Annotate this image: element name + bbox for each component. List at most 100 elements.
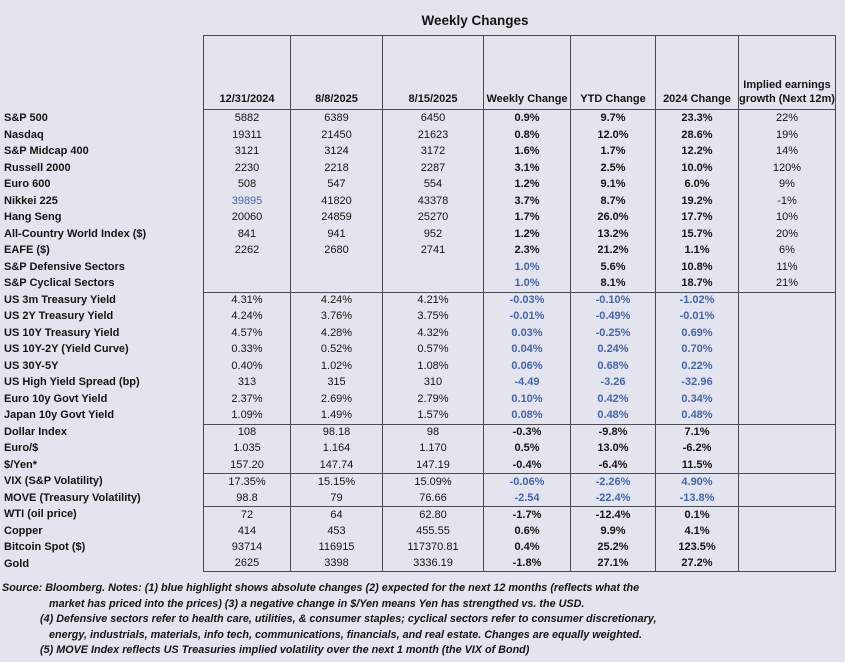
table-cell xyxy=(738,357,836,374)
table-cell: -0.4% xyxy=(483,456,570,473)
row-label: WTI (oil price) xyxy=(4,508,77,521)
table-cell: 0.52% xyxy=(290,341,382,358)
table-cell: 27.2% xyxy=(655,555,738,572)
row-label: Gold xyxy=(4,557,30,570)
table-cell: 554 xyxy=(382,176,483,193)
table-cell: 0.48% xyxy=(655,407,738,424)
row-label: US 30Y-5Y xyxy=(4,359,59,372)
table-cell: 8.7% xyxy=(570,192,655,209)
row-label: All-Country World Index ($) xyxy=(4,227,147,240)
table-cell: 10% xyxy=(738,209,836,226)
column-header: 2024 Change xyxy=(655,35,738,110)
table-cell: -0.03% xyxy=(483,291,570,308)
table-cell: 0.70% xyxy=(655,341,738,358)
table-cell: 9.9% xyxy=(570,522,655,539)
table-cell: 13.2% xyxy=(570,225,655,242)
table-cell: 0.22% xyxy=(655,357,738,374)
table-cell: 3336.19 xyxy=(382,555,483,572)
table-cell: 0.34% xyxy=(655,390,738,407)
table-cell: 4.32% xyxy=(382,324,483,341)
table-cell: 10.8% xyxy=(655,258,738,275)
column-header: YTD Change xyxy=(570,35,655,110)
table-cell: 72 xyxy=(203,506,290,523)
table-cell xyxy=(738,390,836,407)
table-cell: 0.8% xyxy=(483,126,570,143)
table-cell: 3.1% xyxy=(483,159,570,176)
table-cell: 0.24% xyxy=(570,341,655,358)
table-cell: 21.2% xyxy=(570,242,655,259)
corner-spacer xyxy=(0,35,203,110)
table-cell: 2.3% xyxy=(483,242,570,259)
table-cell: 1.170 xyxy=(382,440,483,457)
table-cell: 43378 xyxy=(382,192,483,209)
table-cell: 0.04% xyxy=(483,341,570,358)
table-cell: 4.90% xyxy=(655,473,738,490)
row-label: US 10Y Treasury Yield xyxy=(4,326,120,339)
row-label: Japan 10y Govt Yield xyxy=(4,409,115,422)
table-cell: 117370.81 xyxy=(382,539,483,556)
table-cell xyxy=(738,407,836,424)
table-cell: 123.5% xyxy=(655,539,738,556)
table-cell xyxy=(738,539,836,556)
table-cell: 6450 xyxy=(382,110,483,127)
table-cell: 4.21% xyxy=(382,291,483,308)
table-cell: 19% xyxy=(738,126,836,143)
table-cell: 453 xyxy=(290,522,382,539)
row-label: Copper xyxy=(4,524,43,537)
table-cell: -1.8% xyxy=(483,555,570,572)
table-cell: 22% xyxy=(738,110,836,127)
table-cell: 1.09% xyxy=(203,407,290,424)
row-label: Russell 2000 xyxy=(4,161,71,174)
table-cell: 17.7% xyxy=(655,209,738,226)
footnote-line: (5) MOVE Index reflects US Treasuries im… xyxy=(40,644,530,657)
row-label: $/Yen* xyxy=(4,458,38,471)
table-cell: 3121 xyxy=(203,143,290,160)
table-cell xyxy=(738,489,836,506)
table-cell: 1.6% xyxy=(483,143,570,160)
table-cell: -4.49 xyxy=(483,374,570,391)
table-cell: 1.2% xyxy=(483,176,570,193)
column-header: 12/31/2024 xyxy=(203,35,290,110)
table-cell: 98 xyxy=(382,423,483,440)
row-label: MOVE (Treasury Volatility) xyxy=(4,491,141,504)
table-cell: 10.0% xyxy=(655,159,738,176)
table-cell xyxy=(738,555,836,572)
row-label: Euro/$ xyxy=(4,442,39,455)
table-cell: 15.09% xyxy=(382,473,483,490)
weekly-changes-table: 12/31/2024 8/8/2025 8/15/2025 Weekly Change… xyxy=(0,35,836,572)
table-cell: -0.10% xyxy=(570,291,655,308)
table-cell: 4.28% xyxy=(290,324,382,341)
table-cell xyxy=(290,275,382,292)
row-label: Hang Seng xyxy=(4,211,62,224)
table-cell: 25270 xyxy=(382,209,483,226)
table-cell: 5.6% xyxy=(570,258,655,275)
table-cell: 98.18 xyxy=(290,423,382,440)
row-label: US 3m Treasury Yield xyxy=(4,293,116,306)
table-cell: 116915 xyxy=(290,539,382,556)
table-cell: 0.33% xyxy=(203,341,290,358)
table-cell: 2.5% xyxy=(570,159,655,176)
table-cell: 6.0% xyxy=(655,176,738,193)
table-cell: -22.4% xyxy=(570,489,655,506)
table-cell: 2.37% xyxy=(203,390,290,407)
table-cell: 315 xyxy=(290,374,382,391)
table-cell: 21623 xyxy=(382,126,483,143)
row-label: Nasdaq xyxy=(4,128,44,141)
table-cell: 2625 xyxy=(203,555,290,572)
table-cell: 3.7% xyxy=(483,192,570,209)
table-cell: 0.57% xyxy=(382,341,483,358)
table-cell: -0.06% xyxy=(483,473,570,490)
table-cell xyxy=(738,324,836,341)
table-cell: 17.35% xyxy=(203,473,290,490)
table-cell: 15.7% xyxy=(655,225,738,242)
table-cell: 28.6% xyxy=(655,126,738,143)
table-cell: 64 xyxy=(290,506,382,523)
table-cell: 11% xyxy=(738,258,836,275)
table-cell: -1.7% xyxy=(483,506,570,523)
table-cell xyxy=(203,258,290,275)
table-cell: 12.2% xyxy=(655,143,738,160)
table-cell: 147.19 xyxy=(382,456,483,473)
table-cell: 0.9% xyxy=(483,110,570,127)
table-cell: 1.7% xyxy=(483,209,570,226)
table-cell: 4.24% xyxy=(203,308,290,325)
